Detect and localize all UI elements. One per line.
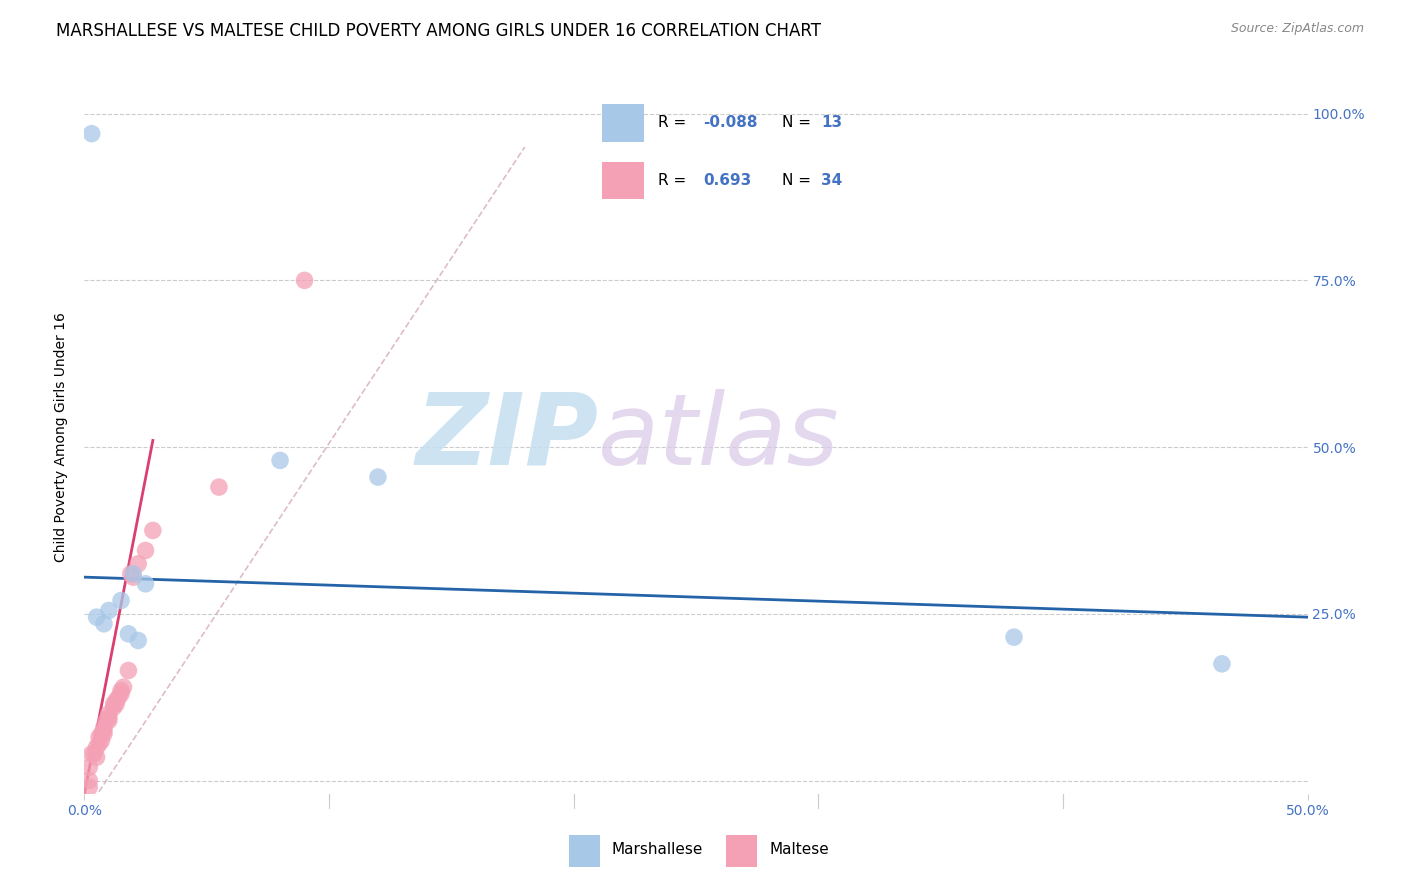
Point (80, 127, 103, 141)
Point (97, 710, 120, 724)
Point (127, 633, 149, 648)
Point (83, 747, 105, 761)
Point (105, 693, 128, 707)
Point (97, 603, 120, 617)
Point (90, 733, 112, 747)
FancyBboxPatch shape (727, 835, 758, 867)
Text: atlas: atlas (598, 389, 839, 485)
Point (87, 737, 110, 751)
Text: ZIP: ZIP (415, 389, 598, 485)
Point (110, 687, 132, 701)
Point (122, 570, 145, 584)
Point (86, 750, 108, 764)
Point (110, 593, 132, 607)
Point (103, 697, 125, 711)
Text: Marshallese: Marshallese (612, 842, 703, 857)
Point (208, 480, 231, 494)
Y-axis label: Child Poverty Among Girls Under 16: Child Poverty Among Girls Under 16 (55, 312, 69, 562)
Point (77, 760, 100, 774)
Point (294, 273, 316, 287)
Text: R =: R = (658, 173, 692, 188)
Point (103, 700, 125, 714)
Point (80, 747, 103, 761)
Point (77, 773, 100, 788)
Point (110, 683, 132, 698)
Text: 0.693: 0.693 (703, 173, 751, 188)
Point (117, 627, 139, 641)
FancyBboxPatch shape (602, 161, 644, 199)
Point (90, 727, 112, 741)
Point (105, 697, 128, 711)
Point (87, 730, 110, 744)
Point (1211, 657, 1233, 671)
Point (120, 566, 142, 581)
Point (93, 720, 115, 734)
FancyBboxPatch shape (568, 835, 599, 867)
Text: -0.088: -0.088 (703, 115, 758, 130)
Point (93, 727, 115, 741)
Point (127, 557, 149, 571)
Point (96, 714, 118, 728)
Text: N =: N = (782, 115, 815, 130)
Text: 34: 34 (821, 173, 842, 188)
Text: 13: 13 (821, 115, 842, 130)
Point (97, 714, 120, 728)
Point (122, 566, 145, 581)
Point (142, 524, 165, 538)
Text: MARSHALLESE VS MALTESE CHILD POVERTY AMONG GIRLS UNDER 16 CORRELATION CHART: MARSHALLESE VS MALTESE CHILD POVERTY AMO… (56, 22, 821, 40)
Text: N =: N = (782, 173, 815, 188)
Text: R =: R = (658, 115, 692, 130)
Text: Maltese: Maltese (769, 842, 830, 857)
Point (86, 740, 108, 755)
Point (97, 706, 120, 721)
Point (367, 470, 389, 484)
Point (117, 664, 139, 678)
Point (135, 576, 157, 591)
Point (86, 610, 108, 624)
Text: Source: ZipAtlas.com: Source: ZipAtlas.com (1230, 22, 1364, 36)
Point (77, 780, 100, 795)
FancyBboxPatch shape (602, 104, 644, 142)
Point (112, 680, 135, 694)
Point (1002, 630, 1025, 644)
Point (269, 453, 291, 467)
Point (107, 690, 129, 705)
Point (93, 723, 115, 738)
Point (93, 616, 115, 631)
Point (135, 543, 157, 558)
